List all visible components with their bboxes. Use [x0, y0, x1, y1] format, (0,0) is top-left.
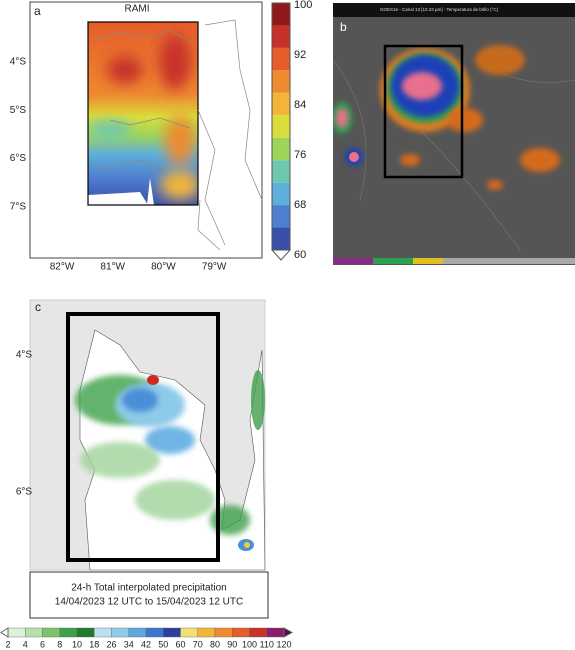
- colorbar-cell: [272, 160, 290, 183]
- lon-label: 82°W: [50, 262, 75, 273]
- colorbar-arrow: [270, 249, 292, 261]
- panel-label: a: [34, 4, 41, 18]
- colorbar-cell: [180, 627, 198, 638]
- lon-label: 80°W: [151, 262, 176, 273]
- lon-label: 81°W: [100, 262, 125, 273]
- colorbar-cell: [266, 627, 285, 638]
- colorbar-cell: [272, 137, 290, 161]
- colorbar-label: 100: [242, 639, 257, 649]
- colorbar-cell: [272, 227, 290, 250]
- colorbar-arrow: [0, 627, 9, 638]
- colorbar-cell: [42, 627, 60, 638]
- lat-label: 5°S: [10, 105, 27, 116]
- colorbar-cell: [197, 627, 216, 638]
- colorbar-label: 100: [294, 0, 312, 11]
- lat-label: 6°S: [10, 153, 27, 164]
- caption-line: 14/04/2023 12 UTC to 15/04/2023 12 UTC: [55, 597, 243, 608]
- region-box: [383, 44, 464, 179]
- colorbar-label: 50: [158, 639, 168, 649]
- sat-colorbar: [333, 258, 575, 264]
- colorbar-label: 60: [294, 249, 306, 261]
- colorbar: 100 92 84 76 68 60: [270, 0, 312, 261]
- panel-title: RAMI: [125, 4, 150, 15]
- colorbar-label: 68: [294, 199, 306, 211]
- colorbar-cell: [214, 627, 233, 638]
- caption-box: [29, 571, 269, 619]
- panel-label: b: [340, 20, 347, 34]
- colorbar-cell: [59, 627, 78, 638]
- colorbar-cell: [94, 627, 112, 638]
- colorbar-cell: [145, 627, 164, 638]
- lat-label: 4°S: [10, 57, 27, 68]
- caption-line: 24-h Total interpolated precipitation: [71, 583, 226, 594]
- colorbar-arrow: [283, 627, 294, 638]
- colorbar-label: 26: [106, 639, 116, 649]
- colorbar-cell: [272, 70, 290, 93]
- colorbar-cell: [232, 627, 250, 638]
- lat-label: 6°S: [16, 487, 33, 498]
- region-box: [66, 312, 220, 562]
- colorbar-label: 10: [72, 639, 82, 649]
- lat-label: 4°S: [16, 350, 33, 361]
- panel-label: c: [35, 300, 41, 314]
- colorbar-label: 6: [40, 639, 45, 649]
- colorbar-cell: [7, 627, 26, 638]
- colorbar-label: 92: [294, 49, 306, 61]
- sat-header: GOES16 - Canal 13 [10.33 µm] - Temperatu…: [380, 7, 499, 12]
- colorbar-label: 60: [175, 639, 185, 649]
- colorbar-label: 84: [294, 99, 306, 111]
- colorbar-cell: [128, 627, 147, 638]
- colorbar-cell: [111, 627, 129, 638]
- colorbar-label: 34: [124, 639, 134, 649]
- colorbar-cell: [272, 182, 290, 206]
- colorbar-cell: [25, 627, 43, 638]
- heatmap: [88, 22, 198, 205]
- lat-label: 7°S: [10, 202, 27, 213]
- colorbar-cell: [249, 627, 267, 638]
- panel-c: c 4°S 6°S 24-h Total interpolated precip…: [0, 299, 294, 649]
- colorbar-cell: [272, 47, 290, 71]
- colorbar-label: 70: [193, 639, 203, 649]
- colorbar-label: 2: [5, 639, 10, 649]
- colorbar-cell: [272, 3, 290, 26]
- colorbar-cell: [163, 627, 181, 638]
- colorbar-label: 90: [227, 639, 237, 649]
- panel-b: GOES16 - Canal 13 [10.33 µm] - Temperatu…: [333, 3, 575, 265]
- colorbar-label: 8: [57, 639, 62, 649]
- colorbar-label: 76: [294, 149, 306, 161]
- colorbar-label: 42: [141, 639, 151, 649]
- colorbar-label: 4: [23, 639, 28, 649]
- colorbar-cell: [272, 92, 290, 116]
- colorbar-label: 80: [210, 639, 220, 649]
- colorbar-cell: [272, 115, 290, 138]
- colorbar: 2 4 6 8 10 18 26 34 42 50 60 70 80 90 100 110 120: [0, 627, 294, 649]
- colorbar-label: 120: [276, 639, 291, 649]
- colorbar-cell: [76, 627, 95, 638]
- colorbar-label: 110: [260, 639, 274, 649]
- panel-a: a RAMI 100 92 84 76 68 60 4°S 5°S 6°S 7°S 82°W 81°…: [10, 0, 313, 273]
- colorbar-frame: [271, 2, 291, 251]
- colorbar-cell: [272, 205, 290, 228]
- colorbar-cell: [272, 25, 290, 48]
- precip-field: [75, 370, 265, 551]
- lon-label: 79°W: [202, 262, 227, 273]
- colorbar-label: 18: [89, 639, 99, 649]
- satellite-image: [333, 3, 575, 265]
